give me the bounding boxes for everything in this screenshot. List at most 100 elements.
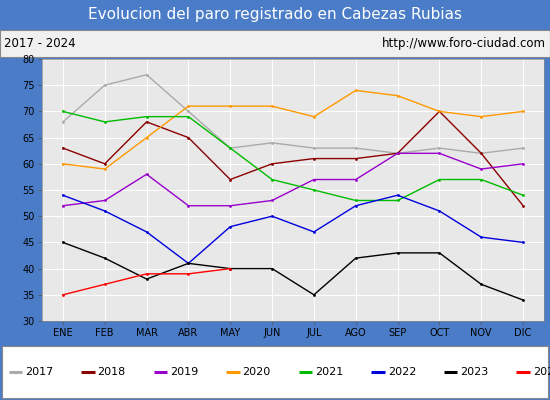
- 2023: [59, 240, 66, 245]
- 2017: [520, 146, 526, 150]
- 2019: [353, 177, 359, 182]
- 2018: [478, 151, 485, 156]
- 2018: [59, 146, 66, 150]
- 2021: [478, 177, 485, 182]
- 2024: [144, 272, 150, 276]
- 2024: [59, 292, 66, 297]
- 2022: [478, 235, 485, 240]
- 2022: [269, 214, 276, 218]
- Line: 2019: 2019: [62, 152, 525, 207]
- 2017: [101, 83, 108, 88]
- 2021: [144, 114, 150, 119]
- 2018: [101, 161, 108, 166]
- 2017: [394, 151, 401, 156]
- 2024: [227, 266, 234, 271]
- 2017: [185, 109, 192, 114]
- Text: Evolucion del paro registrado en Cabezas Rubias: Evolucion del paro registrado en Cabezas…: [88, 8, 462, 22]
- 2022: [436, 208, 443, 213]
- 2018: [353, 156, 359, 161]
- 2020: [101, 167, 108, 172]
- 2017: [478, 151, 485, 156]
- 2017: [227, 146, 234, 150]
- 2023: [478, 282, 485, 287]
- 2023: [185, 261, 192, 266]
- 2019: [144, 172, 150, 177]
- 2022: [353, 203, 359, 208]
- Text: 2018: 2018: [97, 367, 126, 377]
- Text: http://www.foro-ciudad.com: http://www.foro-ciudad.com: [382, 37, 546, 50]
- Text: 2019: 2019: [170, 367, 198, 377]
- 2021: [436, 177, 443, 182]
- 2017: [144, 72, 150, 77]
- 2018: [269, 161, 276, 166]
- 2023: [269, 266, 276, 271]
- 2022: [185, 261, 192, 266]
- 2017: [59, 120, 66, 124]
- 2019: [59, 203, 66, 208]
- Line: 2022: 2022: [62, 194, 525, 265]
- 2017: [269, 140, 276, 145]
- 2021: [394, 198, 401, 203]
- 2022: [144, 230, 150, 234]
- 2020: [353, 88, 359, 93]
- 2020: [227, 104, 234, 108]
- 2021: [185, 114, 192, 119]
- 2018: [311, 156, 317, 161]
- 2019: [520, 161, 526, 166]
- Line: 2017: 2017: [62, 73, 525, 155]
- 2021: [520, 193, 526, 198]
- 2018: [394, 151, 401, 156]
- 2020: [144, 135, 150, 140]
- 2020: [59, 161, 66, 166]
- 2019: [478, 167, 485, 172]
- 2023: [353, 256, 359, 260]
- 2018: [520, 203, 526, 208]
- 2017: [353, 146, 359, 150]
- 2019: [227, 203, 234, 208]
- 2023: [520, 298, 526, 302]
- 2021: [101, 120, 108, 124]
- 2017: [311, 146, 317, 150]
- 2024: [101, 282, 108, 287]
- Text: 2017: 2017: [25, 367, 53, 377]
- 2020: [269, 104, 276, 108]
- 2018: [436, 109, 443, 114]
- 2021: [311, 188, 317, 192]
- 2019: [101, 198, 108, 203]
- 2021: [353, 198, 359, 203]
- Line: 2023: 2023: [62, 241, 525, 302]
- Text: 2020: 2020: [243, 367, 271, 377]
- 2022: [394, 193, 401, 198]
- 2022: [101, 208, 108, 213]
- 2022: [227, 224, 234, 229]
- 2017: [436, 146, 443, 150]
- Line: 2021: 2021: [62, 110, 525, 202]
- 2020: [185, 104, 192, 108]
- 2023: [311, 292, 317, 297]
- 2023: [394, 250, 401, 255]
- Text: 2024: 2024: [533, 367, 550, 377]
- 2022: [59, 193, 66, 198]
- 2023: [144, 277, 150, 282]
- 2018: [144, 120, 150, 124]
- Text: 2022: 2022: [388, 367, 416, 377]
- Line: 2018: 2018: [62, 110, 525, 207]
- 2023: [436, 250, 443, 255]
- Text: 2023: 2023: [460, 367, 488, 377]
- 2020: [520, 109, 526, 114]
- 2020: [311, 114, 317, 119]
- 2022: [311, 230, 317, 234]
- 2019: [436, 151, 443, 156]
- 2021: [227, 146, 234, 150]
- 2019: [311, 177, 317, 182]
- Line: 2020: 2020: [62, 89, 525, 170]
- 2023: [101, 256, 108, 260]
- Text: 2021: 2021: [315, 367, 343, 377]
- 2022: [520, 240, 526, 245]
- 2020: [436, 109, 443, 114]
- 2018: [227, 177, 234, 182]
- 2021: [59, 109, 66, 114]
- 2019: [394, 151, 401, 156]
- 2021: [269, 177, 276, 182]
- 2023: [227, 266, 234, 271]
